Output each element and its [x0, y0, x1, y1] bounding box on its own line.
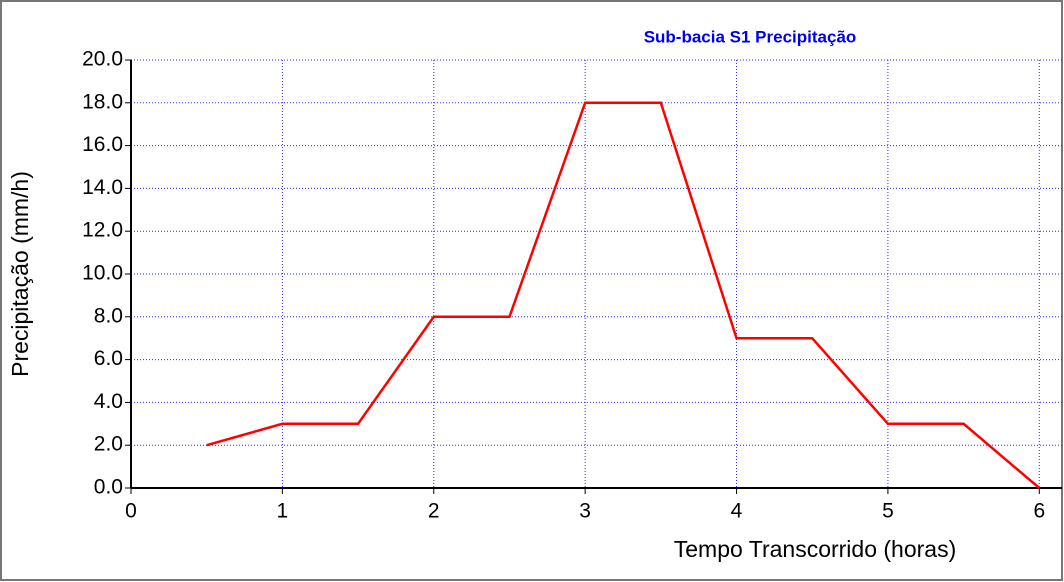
y-tick-label: 2.0 — [94, 433, 123, 456]
x-tick-label: 5 — [882, 500, 894, 523]
y-tick-label: 4.0 — [94, 390, 123, 413]
x-tick-label: 2 — [428, 500, 440, 523]
x-tick-label: 3 — [579, 500, 591, 523]
data-line — [206, 101, 1041, 489]
x-tick-label: 0 — [125, 500, 137, 523]
y-tick-label: 12.0 — [82, 219, 123, 242]
y-tick-label: 10.0 — [82, 262, 123, 285]
x-tick-label: 1 — [277, 500, 289, 523]
x-axis-label: Tempo Transcorrido (horas) — [674, 536, 957, 562]
y-tick-label: 14.0 — [82, 176, 123, 199]
y-tick-label: 20.0 — [82, 48, 123, 71]
y-axis-label: Precipitação (mm/h) — [7, 171, 33, 377]
chart-title: Sub-bacia S1 Precipitação — [644, 27, 857, 46]
y-tick-label: 16.0 — [82, 133, 123, 156]
y-tick-label: 8.0 — [94, 304, 123, 327]
y-tick-label: 6.0 — [94, 347, 123, 370]
y-tick-label: 0.0 — [94, 476, 123, 499]
y-tick-label: 18.0 — [82, 90, 123, 113]
x-tick-label: 4 — [731, 500, 743, 523]
x-tick-label: 6 — [1033, 500, 1045, 523]
